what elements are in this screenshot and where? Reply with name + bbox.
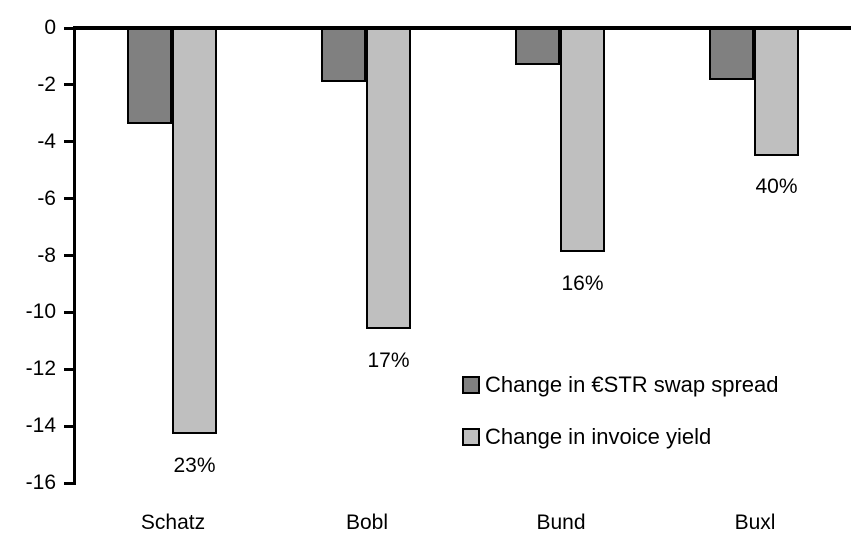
x-category-label-bobl: Bobl — [345, 511, 389, 534]
bar-buxl-swap-spread — [709, 25, 754, 81]
bar-bund-invoice-yield — [560, 25, 605, 253]
y-tick-label: -6 — [37, 186, 56, 210]
legend-label-invoice-yield: Change in invoice yield — [485, 424, 712, 449]
legend-swatch-swap-spread — [462, 376, 480, 394]
y-tick — [63, 140, 73, 144]
bar-value-label-schatz: 23% — [173, 453, 216, 477]
y-tick — [63, 310, 73, 314]
bar-value-label-bund: 16% — [561, 271, 604, 295]
legend-item-swap-spread: Change in €STR swap spread — [462, 372, 779, 398]
x-category-label-schatz: Schatz — [140, 511, 206, 534]
bar-bobl-invoice-yield — [366, 25, 411, 330]
legend-item-invoice-yield: Change in invoice yield — [462, 424, 711, 450]
y-tick-label: -2 — [37, 72, 56, 96]
y-tick — [63, 367, 73, 371]
x-category-label-buxl: Buxl — [734, 511, 776, 534]
y-tick — [63, 481, 73, 485]
y-tick — [63, 424, 73, 428]
y-tick — [63, 197, 73, 201]
bar-value-label-bobl: 17% — [367, 348, 410, 372]
bar-bund-swap-spread — [515, 25, 560, 65]
y-tick-label: -4 — [37, 129, 56, 153]
y-tick-label: -10 — [25, 300, 56, 324]
y-tick-label: -16 — [25, 471, 56, 494]
y-tick-label: 0 — [44, 16, 56, 39]
y-tick — [63, 254, 73, 257]
y-tick-label: -14 — [25, 414, 56, 438]
bar-buxl-invoice-yield — [754, 25, 799, 156]
y-tick-label: -12 — [25, 357, 56, 381]
x-category-label-bund: Bund — [536, 511, 586, 534]
legend-swatch-invoice-yield — [462, 428, 480, 446]
bar-schatz-invoice-yield — [172, 25, 217, 435]
y-tick — [63, 83, 73, 87]
y-axis-line — [72, 28, 76, 485]
y-tick-label: -8 — [37, 243, 56, 267]
legend-label-swap-spread: Change in €STR swap spread — [485, 372, 779, 397]
bar-schatz-swap-spread — [127, 25, 172, 125]
y-tick — [63, 26, 73, 30]
bar-value-label-buxl: 40% — [755, 175, 798, 199]
bar-bobl-swap-spread — [321, 25, 366, 82]
x-axis-zero-line — [72, 26, 851, 30]
